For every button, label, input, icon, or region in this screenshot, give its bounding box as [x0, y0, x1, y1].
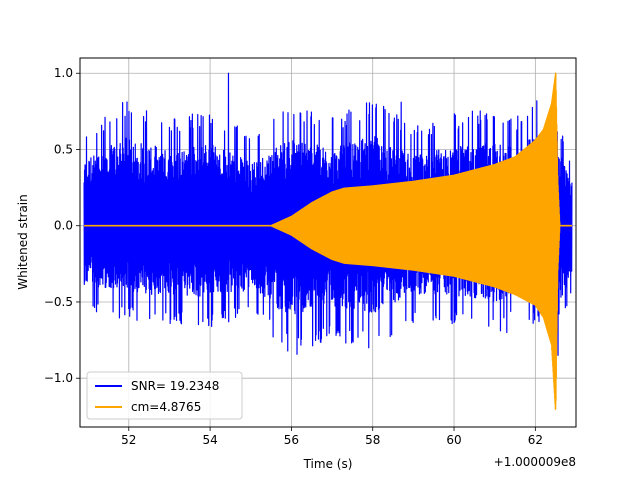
x-tick-label: 58 — [365, 433, 380, 447]
y-tick-label: 0.5 — [54, 142, 73, 156]
y-tick-label: −0.5 — [44, 295, 73, 309]
axis-ticks: 52 54 56 58 60 62 −1.0 −0.5 0.0 0.5 1.0 — [44, 66, 543, 447]
series-line-cm — [83, 72, 573, 410]
y-tick-label: −1.0 — [44, 371, 73, 385]
x-tick-label: 60 — [446, 433, 461, 447]
x-tick-label: 62 — [528, 433, 543, 447]
legend: SNR= 19.2348 cm=4.8765 — [86, 371, 243, 420]
x-axis-offset-label: +1.000009e8 — [494, 455, 576, 469]
x-tick-label: 52 — [121, 433, 136, 447]
y-tick-label: 0.0 — [54, 219, 73, 233]
y-tick-label: 1.0 — [54, 66, 73, 80]
legend-label-cm: cm=4.8765 — [131, 400, 201, 414]
legend-label-snr: SNR= 19.2348 — [131, 379, 219, 393]
y-axis-label: Whitened strain — [16, 194, 30, 290]
x-tick-label: 54 — [202, 433, 217, 447]
legend-box — [86, 371, 243, 420]
plot-frame — [79, 57, 577, 428]
plot-series — [83, 72, 573, 410]
x-axis-label: Time (s) — [303, 457, 353, 471]
x-tick-label: 56 — [284, 433, 299, 447]
